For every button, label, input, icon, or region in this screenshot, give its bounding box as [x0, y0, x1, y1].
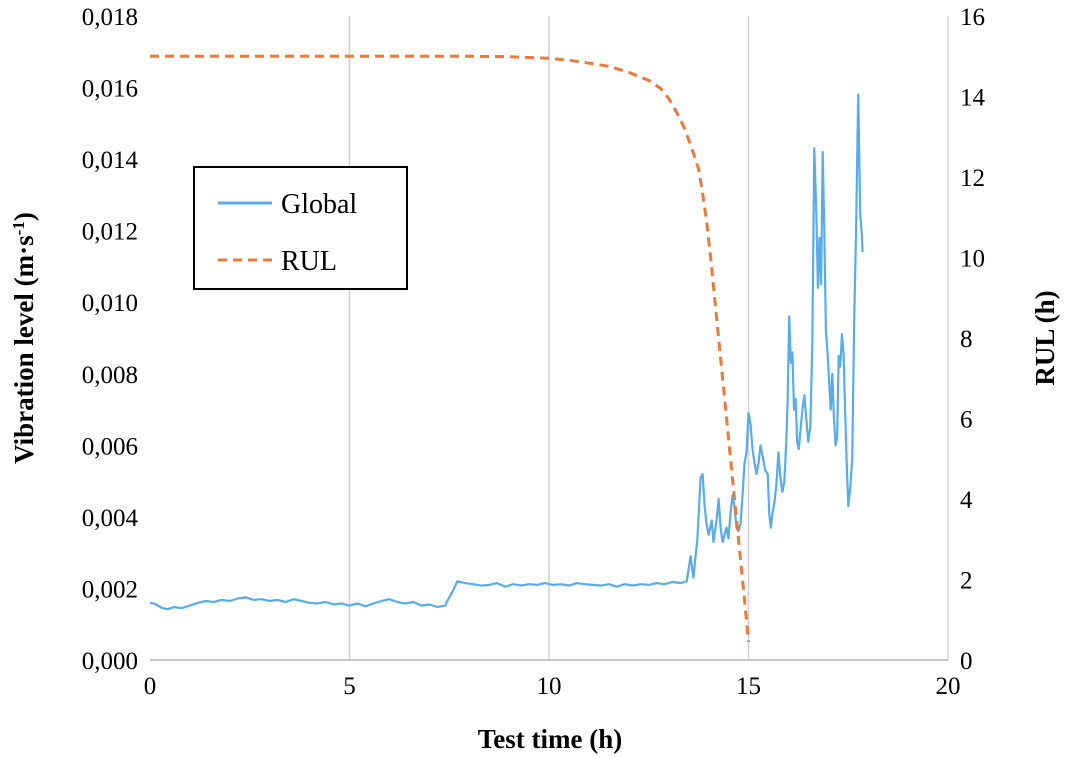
y-tick-label: 0,010 — [82, 290, 138, 317]
series-line-global — [149, 93, 864, 611]
y-tick-label: 0,018 — [82, 4, 138, 31]
y2-axis-title: RUL (h) — [1030, 290, 1060, 385]
y2-tick-label-6: 6 — [960, 407, 973, 434]
series-line-rul — [150, 54, 750, 643]
grid — [348, 16, 949, 660]
y2-tick-label-10: 10 — [960, 246, 985, 273]
y2-tick-label-0: 0 — [960, 648, 973, 675]
y2-tick-label-4: 4 — [960, 487, 973, 514]
y2-tick-label-14: 14 — [960, 85, 986, 112]
x-tick-label-15: 15 — [736, 673, 761, 700]
y-tick-label: 0,004 — [82, 505, 139, 532]
legend: Global RUL — [193, 166, 408, 290]
y2-tick-label-12: 12 — [960, 165, 985, 192]
legend-global-label: Global — [281, 189, 357, 220]
y-axis-title-close: ) — [9, 212, 39, 221]
y-tick-label: 0,002 — [82, 576, 138, 603]
legend-rul-label: RUL — [281, 246, 337, 277]
ticks: 0 5 10 15 200,0000,0020,0040,0060,0080,0100,… — [82, 4, 986, 700]
y-tick-label: 0,016 — [82, 76, 138, 103]
series-layer — [149, 54, 864, 643]
y-tick-label: 0,008 — [82, 362, 138, 389]
y2-tick-label-8: 8 — [960, 326, 973, 353]
x-axis-title: Test time (h) — [478, 724, 622, 754]
x-tick-label-0: 0 — [144, 673, 157, 700]
y-tick-label: 0,000 — [82, 648, 138, 675]
y-tick-label: 0,012 — [82, 219, 138, 246]
y-axis-title-main: Vibration level (m·s — [9, 235, 39, 463]
legend-box — [193, 166, 408, 290]
y-tick-label: 0,014 — [82, 147, 139, 174]
x-tick-label-10: 10 — [537, 673, 562, 700]
y2-tick-label-16: 16 — [960, 4, 985, 31]
y-tick-label: 0,006 — [82, 433, 138, 460]
y2-tick-label-2: 2 — [960, 568, 973, 595]
x-tick-label-5: 5 — [343, 673, 356, 700]
y-axis-title: Vibration level (m·s-1) — [9, 212, 39, 464]
x-tick-label-20: 20 — [936, 673, 961, 700]
y-axis-title-sup: -1 — [9, 221, 28, 235]
